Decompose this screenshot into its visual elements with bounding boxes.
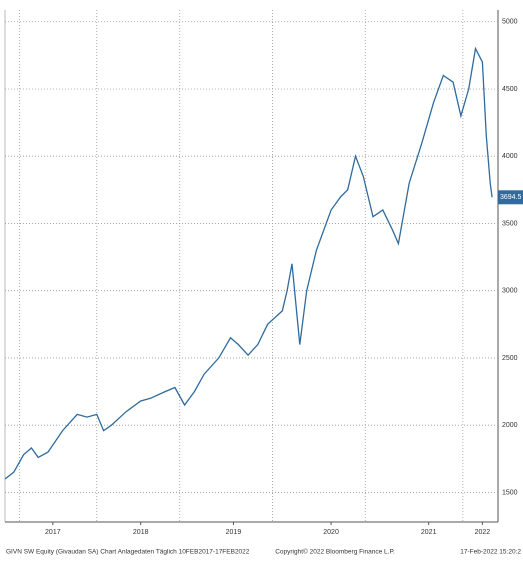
x-tick-label: 2022 xyxy=(475,529,491,536)
last-price-label: 3694.5 xyxy=(500,194,522,201)
footer-left: GIVN SW Equity (Givaudan SA) Chart Anlag… xyxy=(6,549,250,556)
y-tick-label: 4500 xyxy=(502,86,518,93)
x-tick-label: 2021 xyxy=(421,529,437,536)
y-tick-label: 3500 xyxy=(502,220,518,227)
price-line xyxy=(4,46,493,480)
last-price-box xyxy=(498,190,523,205)
x-tick-label: 2017 xyxy=(45,529,61,536)
y-tick-label: 2000 xyxy=(502,422,518,429)
x-tick-label: 2019 xyxy=(226,529,242,536)
footer-right: 17-Feb-2022 15:20:2 xyxy=(460,549,521,556)
y-tick-label: 2500 xyxy=(502,355,518,362)
y-tick-label: 1500 xyxy=(502,489,518,496)
x-tick-label: 2020 xyxy=(323,529,339,536)
y-tick-label: 4000 xyxy=(502,153,518,160)
footer-center: Copyright© 2022 Bloomberg Finance L.P. xyxy=(275,548,395,556)
y-tick-label: 3000 xyxy=(502,288,518,295)
x-tick-label: 2018 xyxy=(133,529,149,536)
y-tick-label: 5000 xyxy=(502,19,518,26)
